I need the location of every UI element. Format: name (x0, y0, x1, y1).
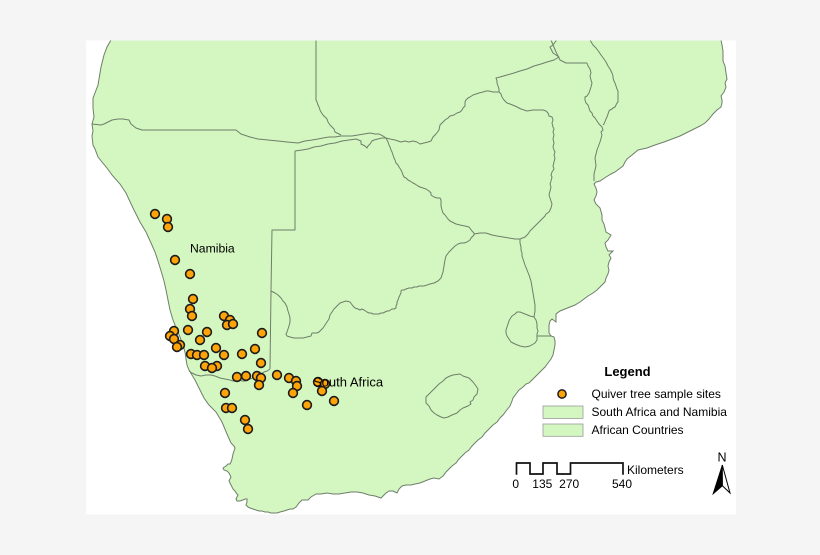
svg-text:African Countries: African Countries (592, 423, 684, 437)
svg-text:South Africa and Namibia: South Africa and Namibia (592, 405, 728, 419)
svg-text:Namibia: Namibia (190, 242, 235, 256)
svg-text:0: 0 (512, 477, 519, 491)
svg-text:135: 135 (532, 477, 552, 491)
svg-text:South Africa: South Africa (313, 374, 384, 389)
svg-text:540: 540 (612, 477, 632, 491)
svg-text:N: N (717, 451, 726, 465)
svg-text:Legend: Legend (604, 364, 650, 379)
svg-text:Kilometers: Kilometers (627, 463, 684, 477)
svg-text:Quiver tree sample sites: Quiver tree sample sites (592, 387, 721, 401)
svg-text:270: 270 (559, 477, 579, 491)
